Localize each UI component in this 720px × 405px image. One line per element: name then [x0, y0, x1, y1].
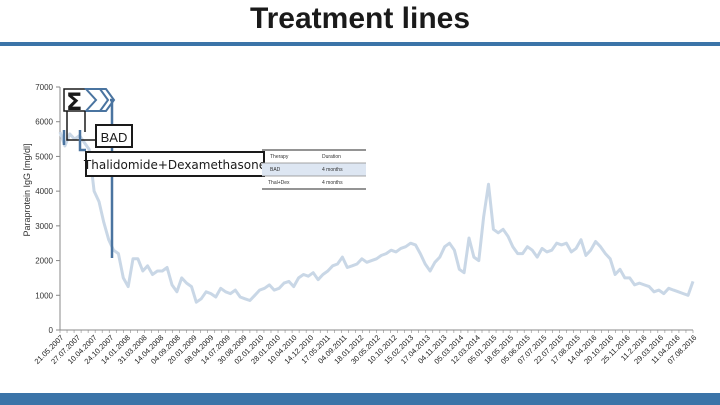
- table-header-duration: Duration: [322, 154, 341, 160]
- title-divider: [0, 42, 720, 46]
- y-tick-label: 1000: [35, 291, 53, 300]
- y-tick-label: 4000: [35, 187, 53, 196]
- y-tick-label: 7000: [35, 83, 53, 92]
- y-axis-group: 0 1000 2000 3000 4000 5000 6000 7000: [35, 83, 694, 335]
- y-tick-label: 2000: [35, 257, 53, 266]
- table-header-therapy: Therapy: [270, 154, 289, 160]
- annotation-box-bad: [95, 124, 133, 148]
- annotation-bad: BAD: [101, 130, 128, 145]
- table-cell: BAD: [270, 167, 281, 173]
- treatment-line-bad: [66, 111, 97, 141]
- x-tick-labels: 21.05.200727.07.200710.04.200724.10.2007…: [33, 333, 699, 366]
- annotation-thal-dex: Thalidomide+Dexamethasone: [83, 158, 266, 172]
- y-tick-label: 0: [49, 326, 54, 335]
- table-cell: 4 months: [322, 180, 343, 186]
- page-title: Treatment lines: [249, 2, 471, 35]
- table-cell: Thal+Dex: [268, 180, 290, 186]
- table-row-highlight: [262, 163, 366, 176]
- footer-bar: [0, 393, 720, 405]
- sigma-icon: Σ: [66, 88, 82, 116]
- y-tick-label: 6000: [35, 118, 53, 127]
- therapy-table: Therapy Duration BAD 4 months Thal+Dex 4…: [262, 149, 366, 190]
- table-cell: 4 months: [322, 167, 343, 173]
- y-tick-label: 5000: [35, 152, 53, 161]
- annotation-box-thal-dex: [85, 151, 265, 177]
- y-tick-label: 3000: [35, 222, 53, 231]
- treatment-chevrons: Σ: [63, 88, 116, 116]
- treatment-line-blue-2: [62, 130, 86, 152]
- y-axis-label: Paraprotein IgG [mg/dl]: [22, 143, 32, 236]
- treatment-line-blue: [110, 98, 114, 258]
- series-line-paraprotein: [58, 131, 695, 304]
